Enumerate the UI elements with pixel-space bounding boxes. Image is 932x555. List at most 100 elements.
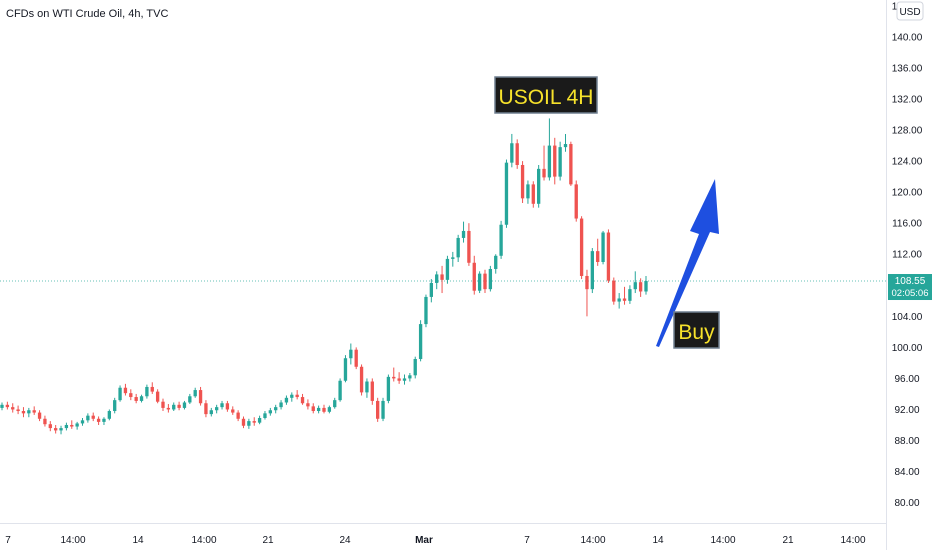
candle-down: [472, 262, 476, 291]
candle-down: [306, 403, 310, 407]
buy-annotation-text: Buy: [678, 321, 715, 344]
candle-up: [477, 273, 482, 291]
y-tick-label: 112.00: [892, 250, 922, 261]
x-tick-label: 21: [782, 535, 794, 546]
x-tick-label: 14:00: [60, 535, 85, 546]
candle-up: [338, 380, 342, 401]
candle-up: [601, 232, 605, 262]
candle-up: [386, 376, 391, 401]
candle-up: [445, 258, 450, 280]
x-tick-label: 7: [524, 535, 530, 546]
candle-up: [456, 237, 460, 258]
candle-down: [155, 391, 160, 402]
candle-up: [494, 255, 498, 269]
y-tick-label: 80.00: [894, 498, 919, 509]
y-tick-label: 104.00: [892, 312, 923, 323]
candle-down: [236, 412, 240, 419]
candle-up: [537, 168, 541, 204]
candle-up: [188, 396, 192, 403]
candle-up: [435, 274, 439, 283]
candle-down: [483, 273, 487, 290]
candle-up: [526, 184, 530, 199]
candle-down: [440, 274, 444, 280]
candle-down: [612, 280, 616, 302]
candle-up: [172, 404, 176, 410]
candle-up: [547, 145, 552, 178]
candle-up: [413, 359, 417, 376]
candle-up: [107, 411, 111, 419]
candle-up: [499, 224, 503, 256]
candle-up: [365, 381, 369, 393]
currency-label[interactable]: USD: [899, 7, 920, 18]
candle-up: [504, 162, 509, 225]
candle-up: [590, 251, 594, 290]
y-tick-label: 140.00: [892, 32, 923, 43]
candle-up: [113, 400, 117, 412]
candles-group: [0, 118, 648, 435]
x-tick-label: 14:00: [840, 535, 865, 546]
candle-up: [327, 407, 332, 412]
x-tick-label: 14: [652, 535, 664, 546]
candle-up: [488, 268, 493, 290]
candle-up: [558, 147, 562, 177]
candle-down: [43, 418, 47, 425]
y-tick-label: 116.00: [892, 219, 922, 230]
buy-arrow-icon[interactable]: [656, 179, 719, 347]
candle-up: [139, 396, 144, 401]
candle-down: [596, 251, 600, 262]
candle-up: [102, 418, 106, 422]
candle-down: [322, 407, 326, 412]
candle-down: [161, 401, 165, 408]
candle-up: [644, 281, 648, 292]
symbol-annotation-box[interactable]: USOIL 4H: [494, 76, 598, 114]
candle-up: [284, 397, 289, 403]
candle-up: [628, 289, 632, 301]
currency-button[interactable]: USD: [896, 1, 924, 21]
candle-down: [54, 428, 58, 431]
candle-up: [617, 298, 621, 302]
candle-down: [123, 387, 128, 394]
candle-down: [569, 144, 573, 185]
y-tick-label: 88.00: [894, 436, 919, 447]
candle-down: [397, 378, 401, 381]
candle-up: [429, 282, 433, 297]
candle-down: [295, 394, 299, 398]
candle-down: [354, 349, 358, 367]
candle-down: [520, 164, 525, 199]
candle-up: [215, 407, 219, 411]
buy-annotation-box[interactable]: Buy: [673, 311, 720, 349]
candle-up: [274, 407, 278, 411]
x-tick-label: 14:00: [710, 535, 735, 546]
candle-down: [91, 415, 95, 419]
candle-up: [333, 400, 337, 408]
candle-down: [531, 184, 535, 204]
candle-up: [418, 324, 423, 360]
candle-down: [392, 376, 396, 379]
candle-up: [343, 358, 348, 381]
candle-up: [268, 410, 272, 414]
candle-up: [193, 390, 197, 397]
candle-up: [209, 410, 213, 415]
candle-down: [252, 421, 256, 423]
x-tick-label: 21: [262, 535, 274, 546]
candle-down: [70, 424, 74, 427]
candle-up: [27, 410, 31, 414]
y-tick-label: 92.00: [894, 405, 919, 416]
candle-up: [80, 420, 85, 424]
candle-down: [21, 411, 26, 414]
candle-down: [96, 418, 101, 422]
candle-down: [37, 412, 42, 419]
y-tick-label: 136.00: [892, 63, 923, 74]
candle-up: [263, 413, 267, 418]
candle-down: [198, 390, 203, 404]
candle-up: [220, 403, 224, 408]
x-tick-label: 14:00: [580, 535, 605, 546]
candle-down: [166, 407, 171, 410]
candle-down: [467, 230, 471, 263]
candle-up: [451, 257, 455, 259]
candle-down: [134, 397, 138, 401]
candle-down: [16, 409, 20, 412]
candle-down: [311, 406, 315, 412]
candle-up: [145, 386, 149, 397]
